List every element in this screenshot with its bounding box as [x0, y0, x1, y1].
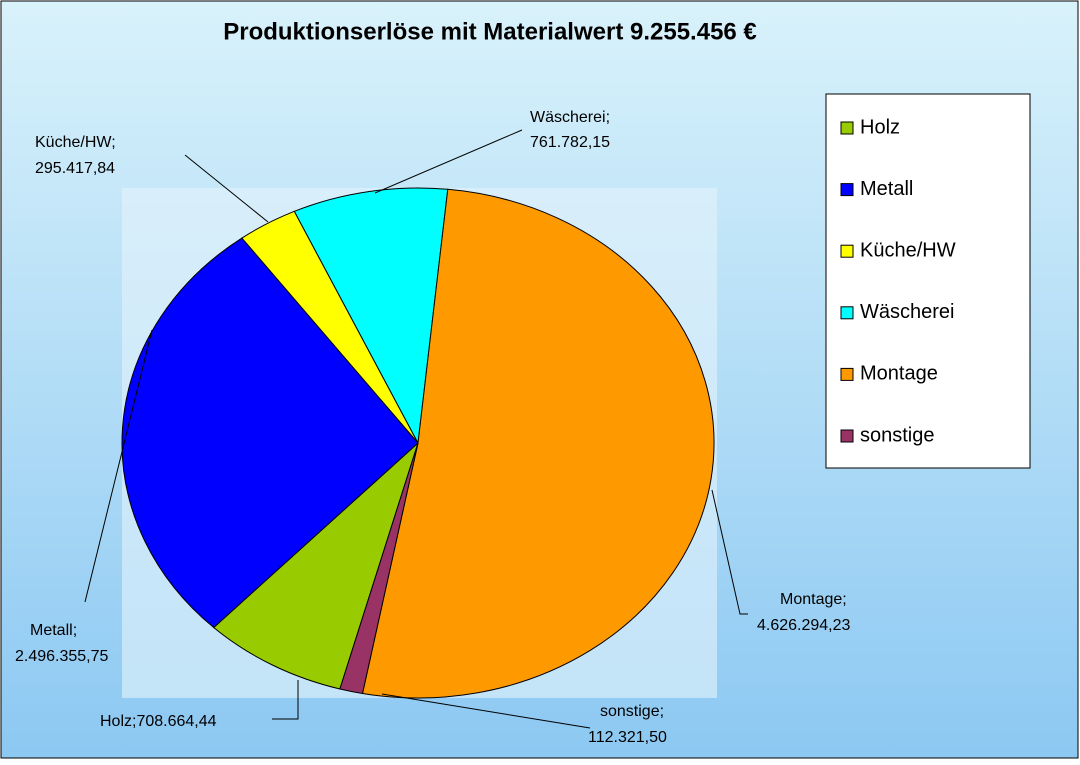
- legend-swatch: [840, 306, 854, 320]
- data-label: Holz;708.664,44: [100, 713, 217, 730]
- data-label-category: Küche/HW: [35, 134, 112, 151]
- data-label-value: 4.626.294,23: [757, 617, 851, 634]
- data-label: 4.626.294,23: [757, 617, 851, 634]
- leader-line: [381, 693, 591, 729]
- data-label: sonstige;: [600, 703, 664, 720]
- data-label-separator: ;: [842, 591, 846, 608]
- data-label: 295.417,84: [35, 160, 115, 177]
- legend-label: Metall: [860, 178, 913, 200]
- pie-slice: [121, 237, 419, 629]
- legend-swatch: [840, 367, 854, 381]
- data-label-value: 708.664,44: [136, 713, 216, 730]
- legend-label: Holz: [860, 116, 900, 138]
- leader-line: [272, 680, 299, 720]
- legend-label: Küche/HW: [860, 239, 956, 261]
- data-label-category: sonstige: [600, 703, 660, 720]
- pie-slice: [212, 441, 420, 690]
- pie-slice: [361, 188, 715, 699]
- data-label-category: Metall: [30, 622, 73, 639]
- data-label-separator: ;: [111, 134, 115, 151]
- legend-label: sonstige: [860, 424, 935, 446]
- chart-title: Produktionserlöse mit Materialwert 9.255…: [223, 18, 757, 45]
- leader-line: [711, 489, 748, 615]
- data-label-value: 761.782,15: [530, 134, 610, 151]
- data-label-separator: ;: [132, 713, 136, 730]
- leader-line: [184, 154, 269, 223]
- legend-label: Wäscherei: [860, 301, 954, 323]
- data-label-separator: ;: [73, 622, 77, 639]
- data-label-value: 112.321,50: [588, 729, 667, 746]
- data-label: Küche/HW;: [35, 134, 116, 151]
- data-label: Metall;: [30, 622, 77, 639]
- legend-swatch: [840, 121, 854, 135]
- data-label-category: Wäscherei: [530, 109, 606, 126]
- pie-slice: [293, 187, 449, 445]
- legend-label: Montage: [860, 363, 938, 385]
- data-label-separator: ;: [606, 109, 610, 126]
- data-label-value: 2.496.355,75: [15, 648, 109, 665]
- data-label: 112.321,50: [588, 729, 667, 746]
- legend-swatch: [840, 244, 854, 258]
- pie-slice: [339, 442, 419, 695]
- data-label: Wäscherei;: [530, 109, 610, 126]
- data-label: 2.496.355,75: [15, 648, 109, 665]
- data-label: Montage;: [780, 591, 847, 608]
- data-label-separator: ;: [660, 703, 664, 720]
- data-label-value: 295.417,84: [35, 160, 115, 177]
- data-label: 761.782,15: [530, 134, 610, 151]
- legend-swatch: [840, 429, 854, 443]
- legend-swatch: [840, 183, 854, 197]
- data-label-category: Holz: [100, 713, 132, 730]
- leader-line: [374, 129, 523, 194]
- leader-line: [84, 329, 153, 603]
- legend: [825, 93, 1031, 469]
- data-label-category: Montage: [780, 591, 842, 608]
